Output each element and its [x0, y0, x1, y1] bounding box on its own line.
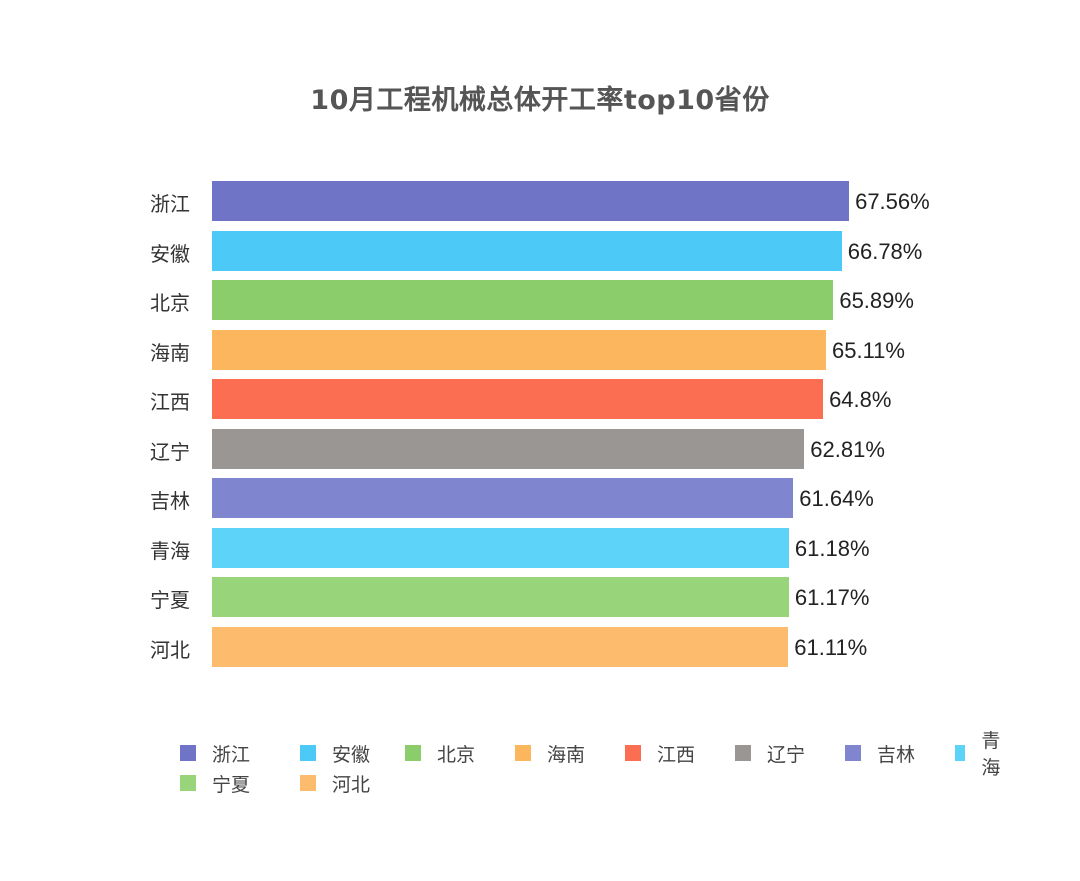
value-label: 61.11% — [794, 634, 868, 660]
legend-item[interactable]: 宁夏 — [180, 770, 250, 796]
legend-item[interactable]: 河北 — [300, 770, 370, 796]
legend-item[interactable]: 安徽 — [300, 740, 370, 766]
bar — [212, 181, 850, 221]
bar-row: 江西 64.8% — [0, 379, 1080, 419]
bar-row: 辽宁 62.81% — [0, 428, 1080, 469]
legend-label: 浙江 — [212, 743, 251, 766]
bar-row: 宁夏 61.17% — [0, 577, 1080, 617]
bar — [212, 527, 789, 568]
legend-label: 北京 — [437, 743, 476, 766]
category-label: 吉林 — [150, 489, 190, 513]
value-label: 62.81% — [810, 436, 885, 462]
value-label: 65.89% — [839, 288, 914, 313]
category-label: 青海 — [150, 538, 190, 563]
bar-row: 浙江 67.56% — [0, 181, 1080, 221]
legend-swatch-icon — [955, 745, 966, 761]
value-label: 65.11% — [831, 337, 905, 363]
legend-swatch-icon — [300, 775, 316, 791]
bar-row: 河北 61.11% — [0, 626, 1080, 667]
bar — [212, 577, 789, 617]
legend-swatch-icon — [180, 775, 196, 791]
value-label: 66.78% — [847, 238, 923, 264]
legend-swatch-icon — [300, 745, 316, 761]
category-label: 安徽 — [150, 241, 190, 266]
bar — [212, 478, 794, 518]
bar — [212, 626, 789, 667]
category-label: 江西 — [150, 390, 190, 414]
value-label: 64.8% — [829, 387, 892, 412]
category-label: 宁夏 — [150, 588, 190, 612]
legend-item[interactable]: 江西 — [625, 740, 695, 766]
category-label: 浙江 — [150, 192, 190, 216]
legend-item[interactable]: 青海 — [955, 730, 1006, 779]
bar-row: 安徽 66.78% — [0, 230, 1080, 271]
bar — [212, 280, 834, 320]
legend-swatch-icon — [735, 745, 751, 761]
bar-row: 北京 65.89% — [0, 280, 1080, 320]
chart-title: 10月工程机械总体开工率top10省份 — [310, 85, 770, 116]
category-label: 北京 — [150, 291, 190, 315]
bar — [212, 230, 842, 271]
legend-item[interactable]: 北京 — [405, 740, 475, 766]
legend-item[interactable]: 辽宁 — [735, 740, 805, 766]
bar-chart-plot: 浙江 67.56% 安徽 66.78% 北京 65.89% 海南 65.11% 江西 64.8% 辽… — [0, 181, 1080, 667]
legend-swatch-icon — [405, 745, 421, 761]
category-label: 海南 — [150, 340, 190, 365]
legend-label: 宁夏 — [212, 773, 251, 796]
legend-label: 江西 — [657, 743, 696, 766]
legend-swatch-icon — [845, 745, 861, 761]
bar-row: 青海 61.18% — [0, 527, 1080, 568]
legend-label: 海南 — [547, 743, 586, 766]
legend-swatch-icon — [625, 745, 641, 761]
legend-item[interactable]: 海南 — [515, 740, 585, 766]
legend-swatch-icon — [180, 745, 196, 761]
category-label: 辽宁 — [150, 439, 190, 464]
legend-item[interactable]: 吉林 — [845, 740, 915, 766]
bar — [212, 329, 826, 370]
value-label: 61.64% — [799, 486, 874, 511]
legend-label: 吉林 — [877, 743, 916, 766]
value-label: 61.17% — [794, 585, 870, 610]
legend-label: 安徽 — [332, 743, 371, 766]
value-label: 67.56% — [855, 189, 930, 214]
bar-row: 海南 65.11% — [0, 329, 1080, 370]
legend-label: 辽宁 — [767, 743, 806, 766]
category-label: 河北 — [150, 637, 190, 662]
legend-label: 青海 — [981, 730, 1001, 779]
legend-item[interactable]: 浙江 — [180, 740, 250, 766]
bar — [212, 379, 824, 419]
legend-swatch-icon — [515, 745, 531, 761]
value-label: 61.18% — [794, 535, 870, 561]
bar — [212, 428, 805, 469]
bar-row: 吉林 61.64% — [0, 478, 1080, 518]
legend-label: 河北 — [332, 773, 371, 796]
